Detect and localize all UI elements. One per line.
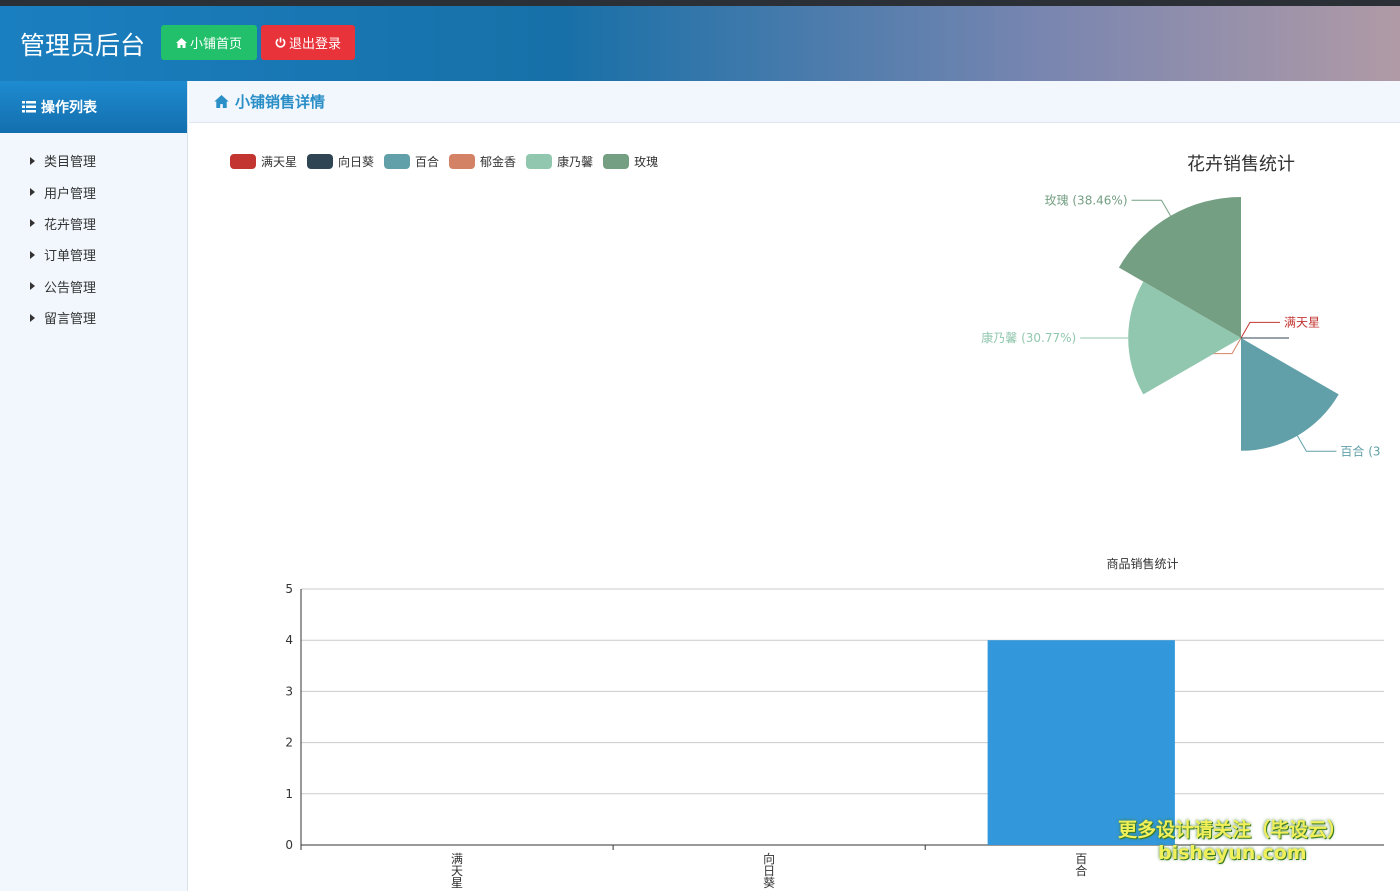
sidebar-item-notice[interactable]: 公告管理: [0, 271, 187, 302]
legend-label: 百合: [415, 155, 440, 169]
legend-label: 康乃馨: [557, 155, 594, 169]
page-title-bar: 小铺销售详情: [189, 81, 1400, 123]
list-icon: [22, 101, 36, 113]
page-title: 小铺销售详情: [235, 93, 326, 111]
header-bar: 管理员后台 小铺首页 退出登录: [0, 6, 1400, 81]
caret-right-icon: [30, 250, 35, 259]
legend-item[interactable]: 百合: [384, 153, 439, 170]
y-tick-label: 5: [285, 582, 293, 596]
sidebar-item-label: 订单管理: [44, 249, 97, 265]
bar-title: 商品销售统计: [1106, 556, 1178, 571]
y-tick-label: 1: [285, 787, 293, 801]
sidebar-item-message[interactable]: 留言管理: [0, 302, 187, 333]
pie-label: 玫瑰 (38.46%): [1045, 192, 1128, 207]
pie-legend: 满天星 向日葵 百合 郁金香 康乃馨 玫瑰: [230, 153, 658, 170]
caret-right-icon: [30, 282, 35, 291]
legend-item[interactable]: 郁金香: [449, 153, 516, 170]
power-icon: [275, 37, 286, 48]
x-tick-label: 百合: [1075, 852, 1087, 878]
home-icon: [214, 95, 229, 108]
legend-label: 玫瑰: [634, 155, 659, 169]
sidebar-title: 操作列表: [41, 100, 97, 116]
logout-button[interactable]: 退出登录: [261, 25, 355, 60]
sidebar-menu: 类目管理 用户管理 花卉管理 订单管理 公告管理 留言管理: [0, 133, 187, 333]
pie-label: 郁金香 (0%): [1130, 346, 1198, 361]
sidebar-item-label: 留言管理: [44, 312, 97, 328]
pie-label: 康乃馨 (30.77%): [981, 330, 1076, 345]
caret-right-icon: [30, 188, 35, 197]
legend-swatch: [384, 154, 411, 169]
pie-slice[interactable]: [1118, 197, 1241, 338]
x-tick-label: 向日葵: [763, 851, 775, 890]
sidebar-item-label: 公告管理: [44, 280, 97, 296]
y-tick-label: 3: [285, 684, 293, 698]
sidebar-header: 操作列表: [0, 81, 187, 133]
legend-label: 向日葵: [338, 155, 375, 169]
legend-item[interactable]: 向日葵: [307, 153, 374, 170]
y-tick-label: 2: [285, 736, 293, 750]
caret-right-icon: [30, 219, 35, 228]
watermark-line2: bisheyun.com: [1158, 842, 1307, 864]
watermark-line1: 更多设计请关注（毕设云）: [1118, 819, 1347, 841]
legend-label: 郁金香: [480, 155, 517, 169]
sidebar-item-user[interactable]: 用户管理: [0, 176, 187, 207]
legend-item[interactable]: 玫瑰: [603, 153, 658, 170]
app-title: 管理员后台: [20, 31, 146, 60]
caret-right-icon: [30, 156, 35, 165]
home-button[interactable]: 小铺首页: [161, 25, 257, 60]
sidebar-item-flower[interactable]: 花卉管理: [0, 208, 187, 239]
y-tick-label: 4: [285, 633, 293, 647]
legend-swatch: [307, 154, 334, 169]
pie-label-line: [1240, 321, 1280, 339]
pie-label-line: [1296, 435, 1337, 452]
y-tick-label: 0: [285, 838, 293, 852]
sidebar-item-order[interactable]: 订单管理: [0, 239, 187, 270]
legend-swatch: [449, 154, 476, 169]
home-icon: [175, 37, 187, 48]
legend-swatch: [230, 154, 256, 169]
legend-item[interactable]: 满天星: [230, 153, 297, 170]
pie-label: 满天星: [1284, 315, 1320, 329]
sidebar-item-label: 花卉管理: [44, 217, 97, 233]
pie-label-line: [1131, 199, 1171, 217]
pie-slice[interactable]: [1241, 338, 1339, 451]
home-button-label: 小铺首页: [189, 37, 242, 52]
pie-title: 花卉销售统计: [1187, 154, 1295, 175]
sidebar-item-label: 类目管理: [44, 155, 97, 171]
sidebar-item-category[interactable]: 类目管理: [0, 145, 187, 176]
legend-label: 满天星: [261, 155, 298, 169]
legend-swatch: [603, 154, 630, 169]
sidebar: 操作列表 类目管理 用户管理 花卉管理 订单管理 公告管理 留言管理: [0, 81, 188, 891]
legend-swatch: [526, 154, 553, 169]
pie-slice[interactable]: [1128, 281, 1241, 395]
pie-label-line: [1202, 337, 1242, 355]
watermark: 更多设计请关注（毕设云） bisheyun.com: [1118, 815, 1346, 864]
legend-item[interactable]: 康乃馨: [526, 153, 593, 170]
pie-label: 百合 (3: [1340, 443, 1380, 458]
caret-right-icon: [30, 313, 35, 322]
logout-button-label: 退出登录: [288, 37, 341, 52]
window-top-strip: [0, 0, 1400, 6]
x-tick-label: 满天星: [451, 852, 463, 890]
sidebar-item-label: 用户管理: [44, 186, 97, 202]
